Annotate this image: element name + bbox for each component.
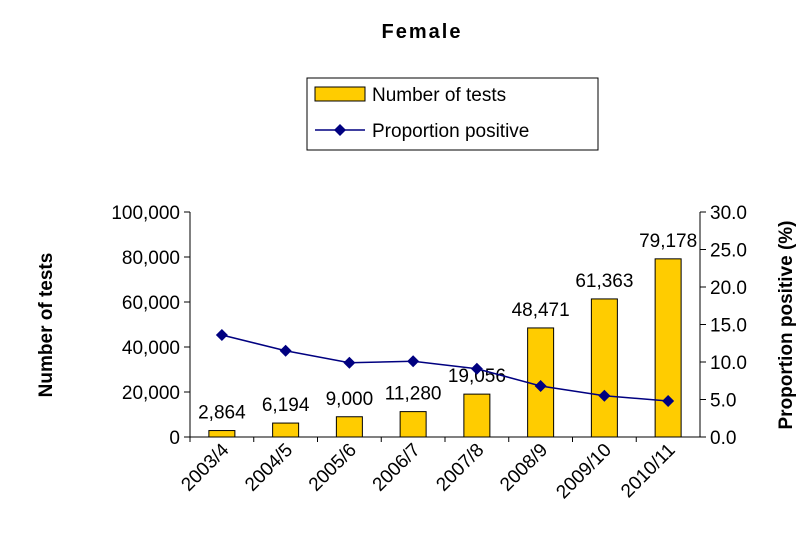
line-marker <box>598 389 611 402</box>
y2-tick-label: 15.0 <box>710 316 747 337</box>
y-axis-title: Number of tests <box>36 253 57 398</box>
bar <box>654 258 682 438</box>
y2-tick-label: 30.0 <box>710 203 747 224</box>
x-tick-label: 2004/5 <box>241 440 297 496</box>
y-tick-label: 20,000 <box>122 383 180 404</box>
bar <box>272 422 300 438</box>
x-tick-label: 2003/4 <box>177 439 233 495</box>
bar <box>208 430 236 438</box>
x-tick-label: 2005/6 <box>305 440 361 496</box>
data-label: 61,363 <box>575 271 633 292</box>
legend-label: Proportion positive <box>372 121 529 142</box>
y2-tick-label: 25.0 <box>710 241 747 262</box>
data-label: 6,194 <box>262 395 310 416</box>
bar <box>590 298 618 438</box>
y2-axis-title: Proportion positive (%) <box>776 221 797 430</box>
y2-tick-label: 5.0 <box>710 391 736 412</box>
chart-title: Female <box>382 21 463 43</box>
y2-tick-label: 0.0 <box>710 428 736 449</box>
line-marker <box>534 380 547 392</box>
line-marker <box>343 356 356 369</box>
y2-tick-label: 20.0 <box>710 278 747 299</box>
legend-marker <box>334 124 346 136</box>
x-tick-label: 2006/7 <box>369 440 425 496</box>
line-marker <box>470 362 483 375</box>
legend-swatch <box>314 86 366 102</box>
data-label: 19,056 <box>448 366 506 387</box>
x-tick-label: 2008/9 <box>496 440 552 496</box>
bar <box>335 416 363 438</box>
data-label: 2,864 <box>198 403 246 424</box>
x-tick-label: 2009/10 <box>552 440 615 503</box>
y-tick-label: 60,000 <box>122 293 180 314</box>
line-marker <box>215 329 228 341</box>
x-tick-label: 2010/11 <box>617 440 679 502</box>
y-tick-label: 0 <box>169 428 180 449</box>
line-marker <box>279 344 292 357</box>
data-label: 48,471 <box>512 300 570 321</box>
y-tick-label: 80,000 <box>122 248 180 269</box>
y2-tick-label: 10.0 <box>710 353 747 374</box>
bar <box>463 393 491 438</box>
line <box>221 334 669 402</box>
data-label: 11,280 <box>385 384 442 405</box>
line-marker <box>407 355 420 368</box>
x-tick-label: 2007/8 <box>432 440 488 496</box>
y-tick-label: 40,000 <box>122 338 180 359</box>
bar <box>399 411 427 438</box>
data-label: 79,178 <box>639 231 697 252</box>
y-tick-label: 100,000 <box>111 203 180 224</box>
data-label: 9,000 <box>326 389 374 410</box>
legend-label: Number of tests <box>372 85 506 106</box>
line-marker <box>662 395 675 407</box>
